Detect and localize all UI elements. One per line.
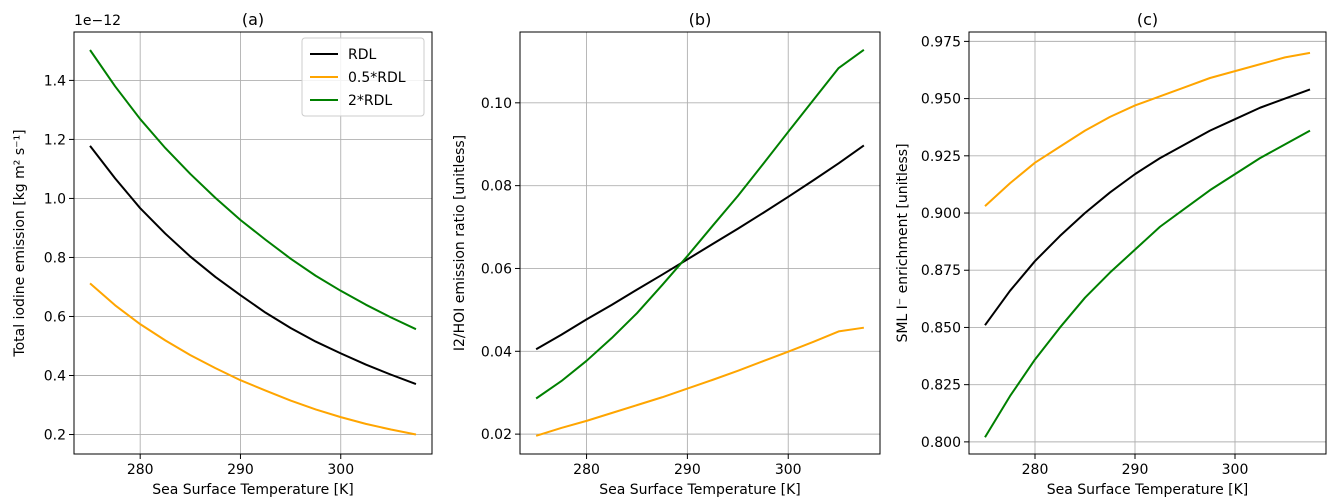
panel-2: 280 290 300 0.02 0.04 0.06 0.08 0.10 (b) Sea Surf… [452, 10, 881, 498]
plot-frame [519, 31, 881, 455]
x-tick-label: 300 [1222, 462, 1249, 478]
y-tick-label: 0.800 [921, 435, 961, 451]
panel-title: (c) [1137, 10, 1158, 29]
y-tick-label: 0.06 [481, 261, 512, 277]
panel-1: 280 290 300 0.2 0.4 0.6 0.8 1.0 1.2 1.4 (a) Sea Sur… [12, 10, 433, 498]
y-tick-label: 0.08 [481, 179, 512, 195]
y-axis-label: I2/HOI emission ratio [unitless] [452, 135, 468, 351]
x-tick-label: 300 [775, 462, 802, 478]
x-axis-label: Sea Surface Temperature [K] [1047, 482, 1249, 498]
legend: RDL 0.5*RDL 2*RDL [301, 37, 425, 117]
series-line-0-5-rdl [535, 326, 865, 437]
legend-box [301, 37, 425, 117]
y-axis-label: SML I⁻ enrichment [unitless] [895, 143, 911, 342]
y-tick-label: 0.850 [921, 320, 961, 336]
series-line-2-rdl [984, 129, 1311, 438]
panel-3: 280 290 300 0.800 0.825 0.850 0.875 0.900 0.925 0… [895, 10, 1327, 498]
y-axis-label: Total iodine emission [kg m² s⁻¹] [12, 129, 28, 357]
y-tick-label: 0.825 [921, 378, 961, 394]
y-tick-label: 0.6 [44, 309, 66, 325]
y-tick-label: 0.925 [921, 149, 961, 165]
series-line-0-5-rdl [89, 282, 417, 436]
x-axis-label: Sea Surface Temperature [K] [152, 482, 354, 498]
y-tick-label: 0.975 [921, 34, 961, 50]
x-tick-label: 280 [127, 462, 154, 478]
series-line-rdl [984, 88, 1311, 326]
series-line-0-5-rdl [984, 51, 1311, 207]
y-tick-label: 1.0 [44, 191, 66, 207]
legend-entry: 2*RDL [348, 93, 392, 109]
x-tick-label: 300 [327, 462, 354, 478]
y-tick-label: 0.2 [44, 428, 66, 444]
plot-frame [968, 31, 1327, 455]
y-tick-label: 0.950 [921, 92, 961, 108]
y-tick-label: 0.4 [44, 369, 66, 385]
series-line-2-rdl [535, 48, 865, 400]
y-tick-label: 0.875 [921, 263, 961, 279]
panel-title: (a) [242, 10, 264, 29]
x-tick-label: 290 [674, 462, 701, 478]
panel-title: (b) [689, 10, 712, 29]
series-line-rdl [535, 144, 865, 351]
series-line-2-rdl [89, 49, 417, 331]
x-tick-label: 290 [1122, 462, 1149, 478]
y-tick-label: 0.10 [481, 96, 512, 112]
legend-entry: 0.5*RDL [348, 70, 406, 86]
y-tick-label: 0.02 [481, 427, 512, 443]
y-tick-label: 0.900 [921, 206, 961, 222]
plot-frame [73, 31, 433, 455]
y-tick-label: 1.4 [44, 73, 66, 89]
x-tick-label: 280 [573, 462, 600, 478]
x-axis-label: Sea Surface Temperature [K] [599, 482, 801, 498]
y-tick-label: 0.04 [481, 344, 512, 360]
x-tick-label: 280 [1022, 462, 1049, 478]
offset-label: 1e−12 [74, 13, 121, 29]
y-tick-label: 1.2 [44, 132, 66, 148]
series-line-rdl [89, 145, 417, 385]
y-tick-label: 0.8 [44, 250, 66, 266]
x-tick-label: 290 [227, 462, 254, 478]
legend-entry: RDL [348, 47, 377, 63]
